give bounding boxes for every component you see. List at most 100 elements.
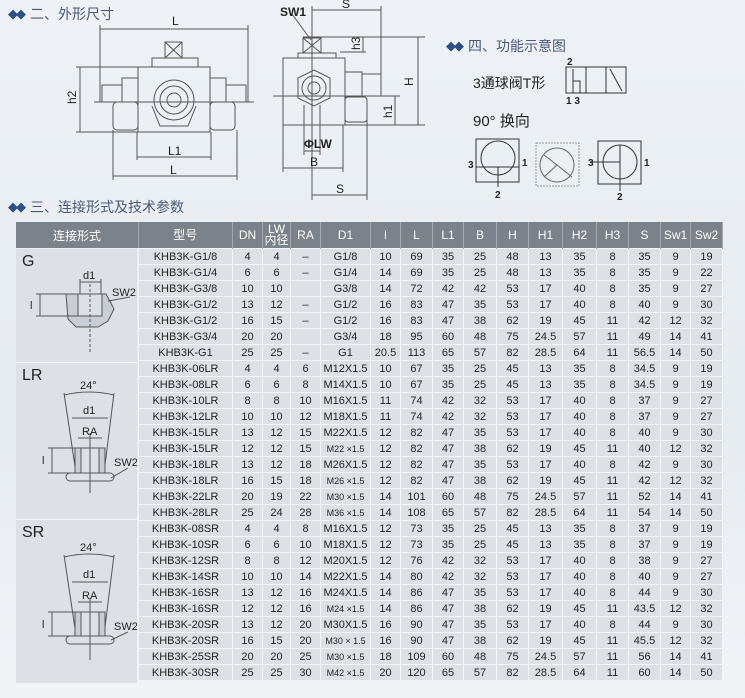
model-cell: KHB3K-08SR — [138, 520, 233, 537]
value-cell: 42 — [432, 408, 464, 425]
section-title: 四、功能示意图 — [468, 38, 566, 54]
value-cell: 72 — [400, 280, 433, 297]
value-cell: 12 — [262, 600, 291, 617]
value-cell: 6 — [232, 264, 263, 281]
value-cell: 9 — [660, 424, 691, 441]
value-cell: 53 — [496, 424, 529, 441]
value-cell: 86 — [400, 584, 433, 601]
table-row: KHB3K-G1/4 6 6– G1/4 14 69 35 25 48 13 35 8 35 9 22 — [138, 264, 723, 281]
value-cell: 12 — [262, 440, 291, 457]
value-cell: 25 — [232, 664, 263, 681]
value-cell: 4 — [262, 520, 291, 537]
value-cell: G3/8 — [320, 280, 371, 297]
value-cell: 16 — [232, 632, 263, 649]
value-cell: 37 — [628, 392, 661, 409]
table-row: KHB3K-28LR 25 24 28 M36 ×1.5 14 108 65 57 82 28.5 6… — [138, 504, 723, 521]
value-cell: 42 — [628, 456, 661, 473]
value-cell: 45 — [562, 440, 597, 457]
value-cell: 9 — [660, 408, 691, 425]
value-cell: 47 — [432, 472, 464, 489]
table-row: KHB3K-10LR 8 8 10 M16X1.5 11 74 42 32 53 17 40 8 37 9 2… — [138, 392, 723, 409]
value-cell: 12 — [232, 440, 263, 457]
value-cell: 10 — [232, 280, 263, 297]
value-cell: 41 — [690, 488, 723, 505]
value-cell: 32 — [690, 440, 723, 457]
value-cell: 42 — [432, 280, 464, 297]
value-cell: – — [290, 264, 321, 281]
value-cell: 44 — [628, 584, 661, 601]
group-LR: LR 24° d1 RA SW2 l — [16, 363, 138, 520]
table-row: KHB3K-08LR 6 6 8 M14X1.5 10 67 35 25 45 13 35 8 34.5 9… — [138, 376, 723, 393]
value-cell: M30 × 1.5 — [320, 632, 371, 649]
value-cell: 13 — [232, 424, 263, 441]
value-cell: 8 — [596, 264, 629, 281]
model-cell: KHB3K-G3/4 — [138, 328, 233, 345]
label-d1: d1 — [83, 405, 95, 417]
value-cell: 4 — [262, 248, 291, 265]
g-fitting-drawing: d1 SW2 l — [30, 270, 136, 354]
value-cell: M18X1.5 — [320, 536, 371, 553]
value-cell: 56.5 — [628, 344, 661, 361]
value-cell: G3/4 — [320, 328, 371, 345]
value-cell: 45 — [562, 600, 597, 617]
value-cell: 62 — [496, 440, 529, 457]
model-cell: KHB3K-22LR — [138, 488, 233, 505]
value-cell: M30 ×1.5 — [320, 488, 371, 505]
value-cell: 6 — [232, 376, 263, 393]
value-cell: 47 — [432, 616, 464, 633]
value-cell: 35 — [463, 296, 497, 313]
column-header: B — [463, 222, 497, 249]
value-cell: 37 — [628, 520, 661, 537]
value-cell: 6 — [262, 376, 291, 393]
value-cell: G1/2 — [320, 296, 371, 313]
port-label: 3 — [588, 158, 594, 169]
table-header-row: 型号 DN LW 内径 RA D1 l L L1 B H H1 H2 H3 S Sw1 Sw2 — [138, 222, 723, 249]
value-cell: 9 — [660, 616, 691, 633]
value-cell: 40 — [562, 456, 597, 473]
value-cell: 12 — [262, 296, 291, 313]
value-cell: M26 ×1.5 — [320, 472, 371, 489]
value-cell: 13 — [528, 264, 563, 281]
value-cell: 35 — [628, 280, 661, 297]
value-cell: 62 — [496, 600, 529, 617]
section-dimensions: ◆◆ 二、外形尺寸 — [8, 4, 114, 24]
value-cell: 25 — [262, 664, 291, 681]
value-cell: – — [290, 344, 321, 361]
table-row: KHB3K-14SR 10 10 14 M22X1.5 14 80 42 32 53 17 40 8 40… — [138, 568, 723, 585]
label-B: B — [310, 155, 318, 169]
port-label: 1 — [644, 158, 650, 169]
value-cell: 101 — [400, 488, 433, 505]
value-cell: 82 — [400, 440, 433, 457]
value-cell: 40 — [562, 408, 597, 425]
value-cell: 35 — [432, 360, 464, 377]
label-SW1: SW1 — [280, 5, 306, 19]
value-cell: 47 — [432, 296, 464, 313]
value-cell: 12 — [370, 520, 401, 537]
model-cell: KHB3K-18LR — [138, 456, 233, 473]
value-cell: 12 — [370, 456, 401, 473]
value-cell: 40 — [562, 552, 597, 569]
value-cell: 17 — [528, 296, 563, 313]
value-cell: 42 — [628, 472, 661, 489]
value-cell: 35 — [432, 536, 464, 553]
model-cell: KHB3K-12SR — [138, 552, 233, 569]
value-cell: 11 — [370, 408, 401, 425]
value-cell: – — [290, 248, 321, 265]
value-cell: 40 — [562, 392, 597, 409]
value-cell: G1/2 — [320, 312, 371, 329]
column-header: L1 — [432, 222, 464, 249]
value-cell: 20 — [262, 328, 291, 345]
value-cell: 53 — [496, 616, 529, 633]
value-cell: 28.5 — [528, 504, 563, 521]
value-cell: 9 — [660, 552, 691, 569]
value-cell: 69 — [400, 248, 433, 265]
value-cell: M24 ×1.5 — [320, 600, 371, 617]
value-cell: 8 — [596, 568, 629, 585]
value-cell: 4 — [232, 360, 263, 377]
value-cell: 12 — [232, 600, 263, 617]
value-cell: 60 — [432, 328, 464, 345]
value-cell: 90 — [400, 616, 433, 633]
value-cell: 12 — [262, 456, 291, 473]
value-cell: 10 — [290, 392, 321, 409]
value-cell: 37 — [628, 408, 661, 425]
